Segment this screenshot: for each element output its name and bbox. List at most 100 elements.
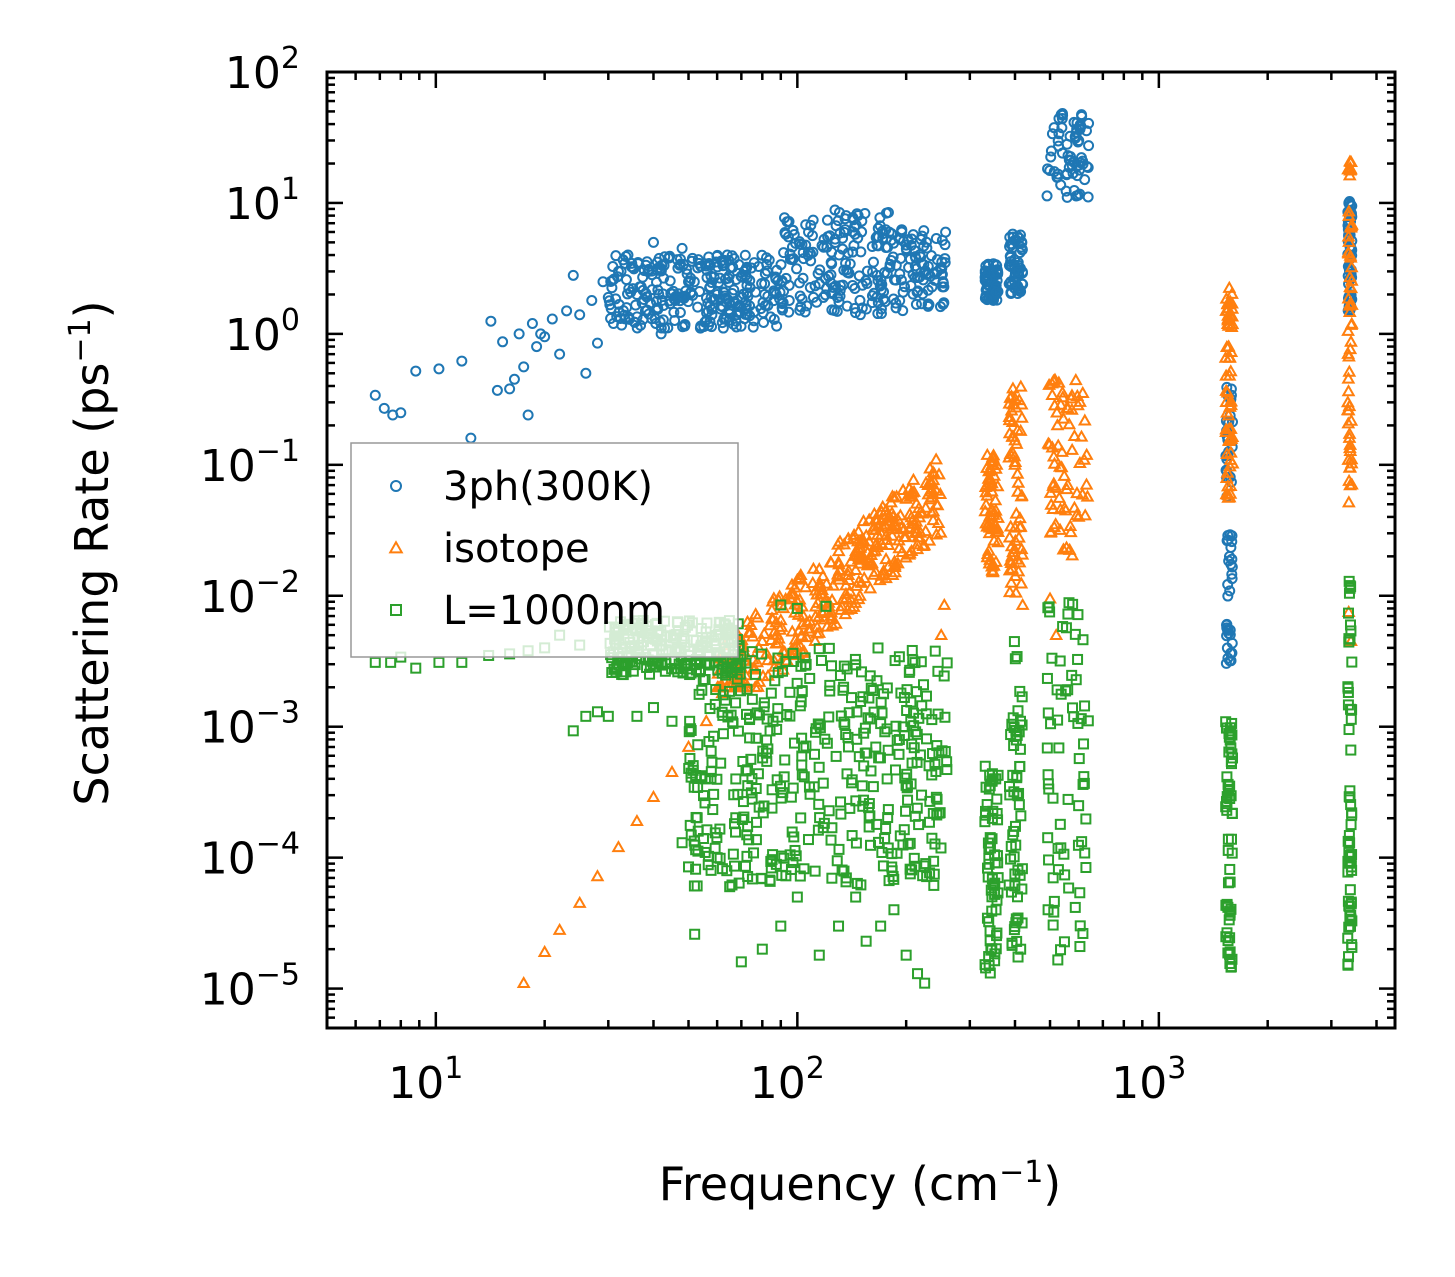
series-2-point [410,662,422,674]
series-2-point [647,702,659,714]
series-2-band-4-point [1080,862,1092,874]
series-1-band-0-point [834,599,849,612]
series-2-band-1-point [744,714,756,726]
series-1-band-0-point [929,527,944,540]
series-1-point [537,944,552,957]
series-0-point [539,331,551,343]
series-2-band-5-point [1222,947,1234,959]
series-2-band-3-point [1009,880,1021,892]
series-2-band-1-point [851,733,863,745]
series-0-band-2-point [886,228,898,240]
series-1-band-0-point [931,515,946,529]
series-1-band-2-point [1013,511,1027,524]
series-2-band-1-point [727,848,739,860]
legend-item-2: L=1000nm [390,588,665,634]
series-2-band-6-point [1344,910,1356,922]
series-2-band-1-point [873,752,885,764]
series-1-band-0-point [750,655,765,668]
series-2-band-1-point [875,718,887,730]
series-2-band-1-point [702,859,714,871]
series-0-band-5-point [1045,145,1057,157]
series-1-band-5-point [1342,364,1357,377]
series-0-band-1-point [874,280,886,292]
series-0-band-0-point [631,311,643,323]
series-0-band-1-point [800,219,812,231]
series-2-point [820,600,832,612]
series-2-band-1-point [862,712,874,724]
series-0-band-0-point [628,316,640,328]
series-0-band-3-point [991,265,1003,277]
series-1-band-4-point [1223,364,1238,377]
series-0-band-1-point [778,247,790,259]
series-2-band-1-point [941,756,953,768]
series-2-band-1-point [893,651,905,663]
series-1-band-3-point [1078,508,1093,521]
series-1-band-2-point [1002,563,1017,576]
series-2-band-1-point [817,777,829,789]
series-1-band-5-point [1344,316,1359,329]
series-2-band-1-point [920,858,932,870]
series-1-band-3-point [1054,460,1069,473]
series-2-band-1-point [936,745,948,757]
series-0-band-5-point [1067,156,1079,168]
series-2-band-5-point [1225,961,1237,973]
series-2-band-4-point [1079,847,1091,859]
series-2-band-1-point [766,802,778,814]
series-2-band-2-point [990,904,1002,916]
series-1-band-0-point [866,522,881,535]
series-0-band-2-point [939,253,951,265]
series-0-point [504,383,516,395]
series-2-band-6-point [1343,724,1355,736]
series-0-band-5-point [1076,109,1088,121]
series-2-band-4-point [1074,941,1086,953]
series-0-band-1-point [868,287,880,299]
series-0-band-0-point [613,306,625,318]
series-1-band-5-point [1342,426,1357,439]
series-0-point [591,337,603,349]
series-2-point [617,669,629,681]
series-0-point [491,384,503,396]
series-2-band-4-point [1058,848,1070,860]
series-2-band-2-point [983,783,995,795]
series-2-band-1-point [705,864,717,876]
series-0-band-0-point [711,250,723,262]
series-0-band-0-point [706,303,718,315]
series-0-point [647,236,659,248]
series-2-band-3-point [1005,840,1017,852]
series-1-band-0-point [785,587,800,600]
series-0-band-4-point [1014,284,1026,296]
series-2-band-1-point [775,792,787,804]
series-2-band-1-point [799,659,811,671]
series-2-band-2-point [991,927,1003,939]
series-2-band-5-point [1224,725,1236,737]
series-0-point [522,409,534,421]
series-2-band-1-point [872,836,884,848]
series-0-band-1-point [825,256,837,268]
series-2-point [385,656,397,668]
series-2-band-5-point [1225,742,1237,754]
series-2-band-1-point [825,834,837,846]
series-2-band-1-point [699,846,711,858]
series-1-point [699,714,714,727]
series-1-band-0-point [891,533,906,546]
series-0-band-6-point [1223,550,1235,562]
series-2-band-1-point [696,684,708,696]
series-0-band-3-point [990,286,1002,298]
series-2-band-1-point [905,696,917,708]
series-2-band-1-point [914,749,926,761]
series-1-band-0-point [868,543,883,556]
series-2-band-4-point [1042,707,1054,719]
series-1-band-4-point [1221,408,1236,421]
series-1-band-4-point [1225,309,1240,322]
series-2-band-4-point [1062,793,1074,805]
series-2-band-1-point [908,720,920,732]
series-1-band-3-point [1077,413,1092,426]
series-1-band-0-point [767,624,782,637]
series-2-band-1-point [856,666,868,678]
series-1-band-0-point [800,615,814,628]
series-0-band-2-point [918,266,930,278]
series-1-band-0-point [851,524,866,537]
series-1-band-5-point [1341,208,1356,221]
series-1-point [982,526,997,539]
series-2-band-1-point [923,760,935,772]
